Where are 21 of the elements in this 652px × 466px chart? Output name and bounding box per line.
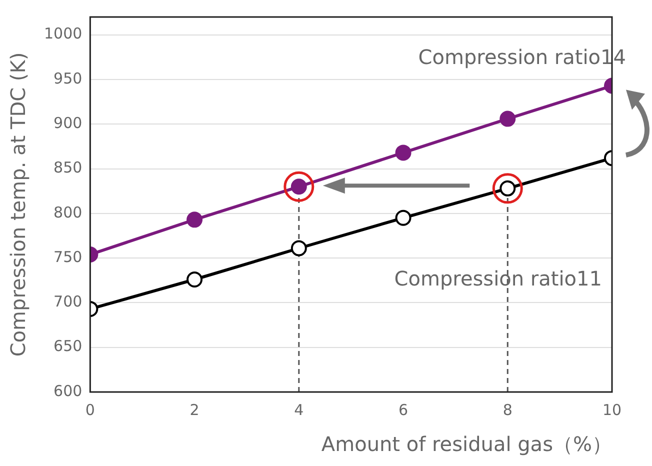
y-tick-label: 700	[54, 292, 82, 311]
y-tick-label: 650	[54, 337, 82, 356]
y-axis-title: Compression temp. at TDC (K)	[6, 52, 30, 357]
x-tick-label: 6	[398, 400, 408, 419]
x-tick-label: 8	[502, 400, 512, 419]
y-tick-label: 750	[54, 248, 82, 266]
point	[395, 144, 412, 161]
y-tick-label: 900	[54, 114, 82, 132]
y-tick-label: 800	[54, 203, 82, 222]
x-tick-label: 10	[602, 400, 622, 419]
x-axis-title: Amount of residual gas（%）	[321, 432, 612, 456]
point	[290, 240, 307, 256]
y-tick-label: 950	[54, 69, 82, 88]
y-tick-label: 850	[54, 158, 82, 177]
x-tick-label: 4	[294, 400, 304, 419]
y-tick-label: 1000	[44, 24, 82, 43]
x-tick-label: 0	[85, 400, 95, 419]
y-tick-label: 600	[54, 382, 82, 400]
text: Compression ratio11	[394, 266, 602, 290]
point	[395, 210, 412, 226]
x-tick-label: 2	[190, 400, 200, 419]
